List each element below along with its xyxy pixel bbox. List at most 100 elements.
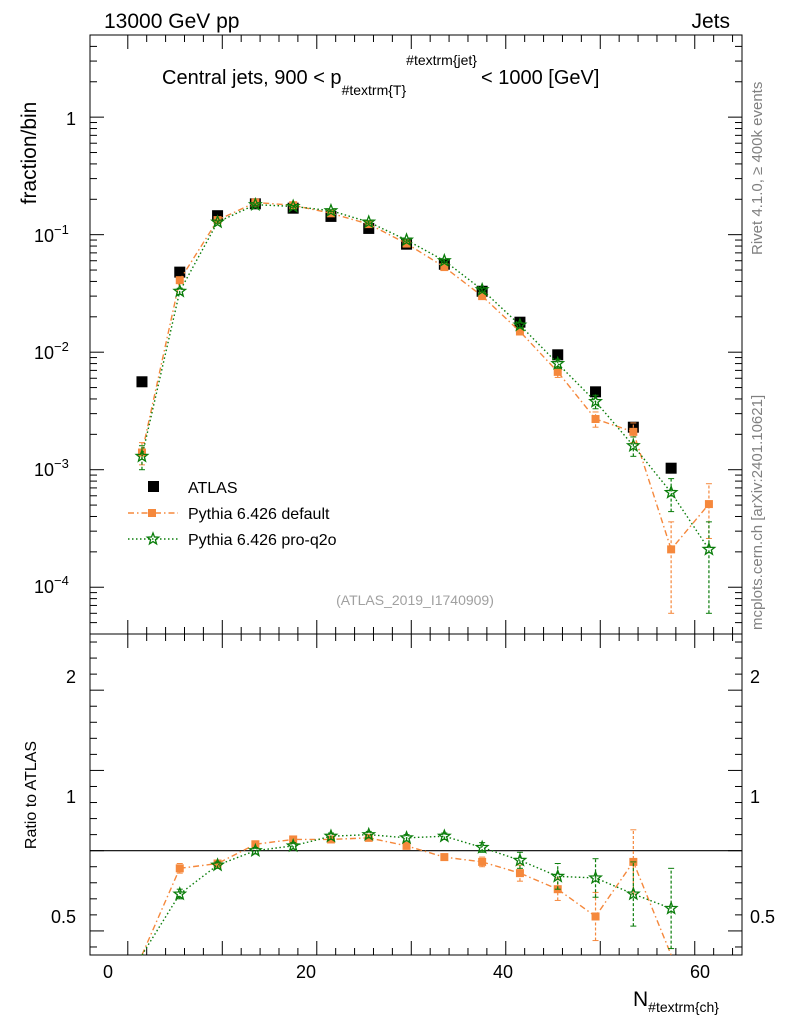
data-point-proq2o xyxy=(361,214,377,229)
data-point-default xyxy=(629,427,638,436)
ratio-tick-label-05-right: 0.5 xyxy=(750,907,775,927)
x-axis-label: N#textrm{ch} xyxy=(633,988,719,1015)
data-point-default xyxy=(213,216,222,225)
data-point-default xyxy=(478,292,487,301)
y-tick-label-1e-3: 10−3 xyxy=(34,456,69,480)
legend-marker-atlas xyxy=(148,481,159,492)
ratio-point-proq2o xyxy=(247,842,263,858)
ratio-point-proq2o xyxy=(588,870,604,885)
ratio-tick-label-2-right: 2 xyxy=(750,667,760,687)
chart-title-tail: < 1000 [GeV] xyxy=(481,67,599,89)
data-point-proq2o xyxy=(701,541,717,556)
data-point-default xyxy=(175,276,184,285)
data-point-atlas xyxy=(514,316,526,328)
legend-label-atlas: ATLAS xyxy=(188,480,238,497)
data-point-proq2o xyxy=(285,198,301,213)
ratio-tick-label-05-left: 0.5 xyxy=(51,907,76,927)
data-point-proq2o xyxy=(247,196,263,212)
rivet-label: Rivet 4.1.0, ≥ 400k events xyxy=(749,82,766,255)
data-point-proq2o xyxy=(323,202,339,218)
header-energy-label: 13000 GeV pp xyxy=(104,10,239,33)
series-line-default xyxy=(141,201,710,551)
chart-title: Central jets, 900 < p#textrm{T} #textrm{j… xyxy=(162,52,599,98)
ratio-plot-frame xyxy=(89,633,743,956)
legend-marker-proq2o xyxy=(145,531,161,546)
data-point-proq2o xyxy=(663,484,679,499)
data-point-atlas xyxy=(363,222,375,234)
x-axis-label-main: N xyxy=(633,988,648,1011)
y-tick-labels-exp: 10−1 10−2 10−3 10−4 xyxy=(34,222,69,597)
data-point-atlas xyxy=(665,462,677,474)
ratio-point-proq2o xyxy=(323,828,339,843)
data-point-proq2o xyxy=(399,232,415,247)
chart-title-main: Central jets, 900 < p xyxy=(162,67,342,89)
chart-title-sub: #textrm{T} xyxy=(342,82,407,98)
ratio-point-default xyxy=(213,859,222,868)
analysis-id: (ATLAS_2019_I1740909) xyxy=(336,592,494,608)
data-point-proq2o xyxy=(436,252,452,268)
ratio-point-default xyxy=(515,869,524,878)
data-point-default xyxy=(440,263,449,272)
data-point-atlas xyxy=(552,349,564,361)
mcplots-label: mcplots.cern.ch [arXiv:2401.10621] xyxy=(749,395,766,630)
data-point-default xyxy=(591,415,600,424)
ratio-y-axis-label: Ratio to ATLAS xyxy=(23,741,40,849)
ratio-point-proq2o xyxy=(512,852,528,867)
data-point-default xyxy=(553,367,562,376)
ratio-point-proq2o xyxy=(436,828,452,843)
x-tick-label-60: 60 xyxy=(690,962,710,982)
ratio-tick-label-1-left: 1 xyxy=(66,787,76,807)
ratio-point-default xyxy=(440,853,449,862)
ratio-point-proq2o xyxy=(550,868,566,883)
data-point-default xyxy=(667,545,676,554)
data-point-atlas xyxy=(136,376,148,388)
y-tick-label-1e-1: 10−1 xyxy=(34,222,69,246)
x-tick-label-0: 0 xyxy=(103,962,113,982)
ratio-point-proq2o xyxy=(625,886,641,901)
ratio-point-proq2o xyxy=(361,826,377,841)
legend-marker-default xyxy=(148,509,156,517)
ratio-point-default xyxy=(175,864,184,873)
data-point-atlas xyxy=(174,266,186,278)
ratio-point-proq2o xyxy=(285,838,301,853)
data-point-proq2o xyxy=(512,317,528,332)
y-tick-label-1: 1 xyxy=(66,109,76,129)
ratio-line-proq2o xyxy=(141,833,672,956)
ratio-tick-label-1-right: 1 xyxy=(750,787,760,807)
data-point-proq2o xyxy=(172,283,188,298)
legend-star-proq2o xyxy=(145,531,161,546)
data-point-proq2o xyxy=(210,214,226,229)
x-tick-labels: 0 20 40 60 xyxy=(103,962,710,982)
y-tick-labels: 1 xyxy=(66,109,76,129)
data-point-atlas xyxy=(590,386,602,398)
ratio-tick-label-2-left: 2 xyxy=(66,667,76,687)
header-jets-label: Jets xyxy=(691,10,730,33)
series-layer xyxy=(90,196,742,956)
axis-ticks xyxy=(90,34,742,955)
data-point-proq2o xyxy=(588,393,604,408)
legend-label-proq2o: Pythia 6.426 pro-q2o xyxy=(188,532,337,549)
ratio-point-default xyxy=(402,841,411,850)
x-tick-label-20: 20 xyxy=(296,962,316,982)
series-line-proq2o xyxy=(141,203,710,550)
ratio-line-default xyxy=(141,837,672,956)
x-axis-label-sub: #textrm{ch} xyxy=(648,999,719,1015)
ratio-tick-labels: 2 1 0.5 2 1 0.5 xyxy=(51,667,775,927)
ratio-point-proq2o xyxy=(474,839,490,854)
data-point-default xyxy=(515,327,524,336)
legend: ATLAS Pythia 6.426 default Pythia 6.426 … xyxy=(128,480,337,549)
chart-title-sup: #textrm{jet} xyxy=(406,52,477,68)
data-point-proq2o xyxy=(474,281,490,297)
legend-label-default: Pythia 6.426 default xyxy=(188,506,330,523)
ratio-point-proq2o xyxy=(172,886,188,901)
data-point-default xyxy=(704,500,713,509)
y-axis-label: fraction/bin xyxy=(18,102,41,205)
ratio-point-default xyxy=(478,857,487,866)
y-tick-label-1e-4: 10−4 xyxy=(34,573,69,597)
ratio-point-proq2o xyxy=(399,829,415,845)
data-point-proq2o xyxy=(134,448,150,463)
data-point-default xyxy=(402,239,411,248)
ratio-point-proq2o xyxy=(663,900,679,915)
ratio-point-proq2o xyxy=(210,857,226,872)
